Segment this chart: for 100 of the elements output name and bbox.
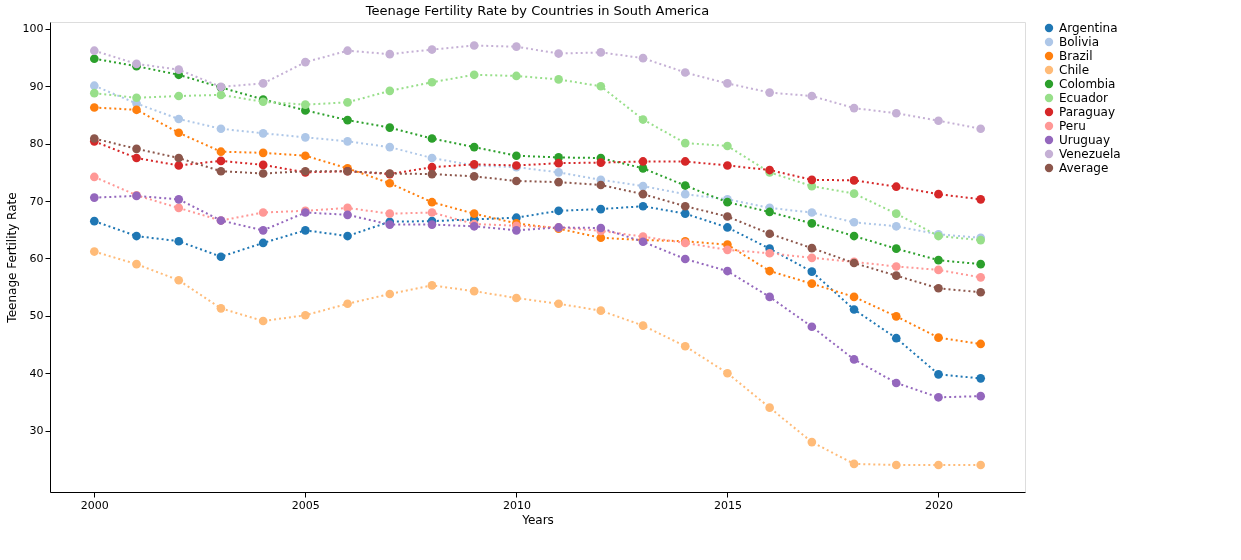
chart-title: Teenage Fertility Rate by Countries in South America <box>364 3 710 18</box>
point <box>89 81 99 91</box>
point <box>469 209 479 218</box>
point <box>723 368 732 378</box>
point <box>807 437 817 447</box>
point <box>174 195 184 204</box>
point <box>174 128 184 138</box>
point <box>385 209 395 218</box>
point <box>512 176 521 186</box>
point <box>765 266 774 276</box>
y-tick-label: 80 <box>29 137 44 151</box>
point <box>554 49 563 58</box>
point <box>132 93 141 103</box>
point <box>174 114 184 124</box>
point <box>89 216 99 226</box>
point <box>258 129 268 138</box>
point <box>216 90 226 100</box>
point <box>512 71 521 81</box>
point <box>258 238 268 248</box>
point <box>89 88 99 98</box>
point <box>512 225 521 235</box>
point <box>427 45 437 54</box>
point <box>934 116 943 126</box>
point <box>976 287 986 297</box>
point <box>765 248 774 258</box>
point <box>849 231 859 241</box>
point <box>891 312 901 321</box>
point <box>680 254 690 264</box>
point <box>258 208 268 217</box>
point <box>638 53 648 63</box>
x-tick-label: 2005 <box>291 498 320 512</box>
point <box>723 141 732 151</box>
point <box>765 207 774 217</box>
point <box>596 204 606 214</box>
point <box>807 208 817 217</box>
point <box>301 225 310 235</box>
point <box>469 172 479 181</box>
point <box>849 292 859 302</box>
point <box>891 271 901 280</box>
y-tick-label: 100 <box>22 22 44 36</box>
point <box>976 195 986 204</box>
point <box>976 259 986 269</box>
legend-label: Peru <box>1059 119 1086 133</box>
legend-label: Chile <box>1059 63 1090 77</box>
point <box>258 79 268 88</box>
point <box>301 310 310 320</box>
point <box>301 57 310 67</box>
point <box>343 299 352 309</box>
point <box>343 231 352 241</box>
x-tick-label: 2015 <box>713 498 742 512</box>
point <box>512 151 521 161</box>
point <box>891 182 901 192</box>
point <box>807 175 817 185</box>
point <box>891 460 901 470</box>
point <box>723 245 732 255</box>
point <box>469 41 479 50</box>
point <box>174 161 184 170</box>
point <box>976 460 986 470</box>
x-axis-title: Years <box>521 512 554 527</box>
point <box>807 253 817 263</box>
point <box>554 177 563 187</box>
point <box>765 292 774 302</box>
point <box>132 105 141 115</box>
point <box>723 212 732 221</box>
point <box>301 100 310 109</box>
point <box>427 208 437 217</box>
point <box>258 225 268 235</box>
point <box>554 299 563 309</box>
point <box>174 91 184 101</box>
point <box>469 286 479 296</box>
point <box>174 65 184 74</box>
point <box>849 103 859 113</box>
point <box>427 281 437 290</box>
point <box>849 176 859 185</box>
point <box>258 169 268 178</box>
point <box>427 134 437 143</box>
point <box>216 156 226 166</box>
point <box>89 172 99 182</box>
point <box>680 68 690 77</box>
point <box>934 460 943 470</box>
point <box>807 219 817 228</box>
y-tick-label: 90 <box>29 79 44 93</box>
point <box>512 42 521 51</box>
point <box>385 49 395 59</box>
point <box>934 370 943 379</box>
point <box>554 158 563 168</box>
point <box>976 374 986 383</box>
point <box>301 151 310 161</box>
x-tick-label: 2020 <box>924 498 953 512</box>
point <box>427 77 437 87</box>
point <box>680 181 690 190</box>
point <box>680 201 690 211</box>
point <box>89 46 99 56</box>
point <box>596 48 606 57</box>
point <box>343 98 352 107</box>
point <box>849 189 859 198</box>
point <box>469 142 479 152</box>
point <box>301 133 310 142</box>
point <box>680 341 690 351</box>
point <box>976 339 986 349</box>
